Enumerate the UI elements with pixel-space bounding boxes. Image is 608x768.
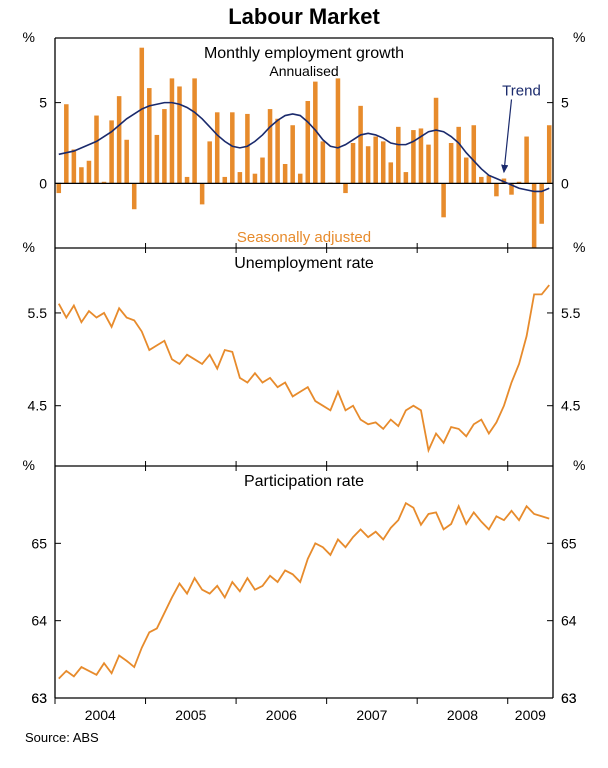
employment-bar bbox=[434, 98, 439, 184]
employment-bar bbox=[170, 78, 175, 183]
y-unit-left: % bbox=[23, 457, 35, 473]
ytick-right: 5.5 bbox=[561, 305, 581, 321]
y-unit-left: % bbox=[23, 29, 35, 45]
employment-bar bbox=[351, 143, 356, 183]
ytick-right: 64 bbox=[561, 613, 577, 629]
employment-bar bbox=[79, 167, 84, 183]
x-year-label: 2006 bbox=[266, 707, 297, 723]
x-year-label: 2007 bbox=[356, 707, 387, 723]
x-year-label: 2009 bbox=[515, 707, 546, 723]
employment-bar bbox=[72, 149, 77, 183]
panel-title: Participation rate bbox=[244, 473, 364, 490]
x-year-label: 2008 bbox=[447, 707, 478, 723]
employment-bar bbox=[524, 137, 529, 184]
employment-bar bbox=[547, 125, 552, 183]
employment-bar bbox=[177, 86, 182, 183]
ytick-left: 4.5 bbox=[28, 398, 48, 414]
panel1-subtitle: Annualised bbox=[269, 63, 338, 79]
employment-bar bbox=[411, 130, 416, 183]
employment-bar bbox=[283, 164, 288, 183]
unemployment-line bbox=[59, 285, 549, 450]
employment-bar bbox=[124, 140, 129, 184]
employment-bar bbox=[223, 177, 228, 183]
employment-bar bbox=[253, 174, 258, 184]
y-unit-right: % bbox=[573, 239, 585, 255]
chart-title: Labour Market bbox=[228, 4, 380, 29]
employment-bar bbox=[268, 109, 273, 183]
employment-bar bbox=[381, 141, 386, 183]
employment-bar bbox=[343, 183, 348, 193]
employment-bar bbox=[87, 161, 92, 184]
employment-bar bbox=[238, 172, 243, 183]
employment-bar bbox=[472, 125, 477, 183]
employment-bar bbox=[162, 109, 167, 183]
ytick-right: 63 bbox=[561, 690, 577, 706]
employment-bar bbox=[456, 127, 461, 184]
ytick-right: 5 bbox=[561, 95, 569, 111]
employment-bar bbox=[373, 137, 378, 184]
chart-container: Labour Market%% 0 0 5 5 Monthly employment gr… bbox=[0, 0, 608, 768]
employment-bar bbox=[494, 183, 499, 196]
employment-bar bbox=[539, 183, 544, 223]
employment-bar bbox=[215, 112, 220, 183]
employment-bar bbox=[260, 158, 265, 184]
employment-bar bbox=[479, 177, 484, 183]
y-unit-right: % bbox=[573, 457, 585, 473]
ytick-left: 64 bbox=[31, 613, 47, 629]
ytick-right: 4.5 bbox=[561, 398, 581, 414]
employment-bar bbox=[140, 48, 145, 184]
employment-bar bbox=[207, 141, 212, 183]
employment-bar bbox=[290, 125, 295, 183]
ytick-left: 0 bbox=[39, 175, 47, 191]
ytick-right: 65 bbox=[561, 535, 577, 551]
employment-bar bbox=[366, 146, 371, 183]
ytick-left: 63 bbox=[31, 690, 47, 706]
employment-bar bbox=[358, 106, 363, 184]
x-year-label: 2005 bbox=[175, 707, 206, 723]
trend-arrow bbox=[504, 99, 512, 172]
employment-bar bbox=[64, 104, 69, 183]
ytick-right: 0 bbox=[561, 175, 569, 191]
sa-label: Seasonally adjusted bbox=[237, 229, 371, 246]
chart-svg: Labour Market%% 0 0 5 5 Monthly employment gr… bbox=[0, 0, 608, 768]
employment-bar bbox=[441, 183, 446, 217]
employment-bar bbox=[185, 177, 190, 183]
ytick-left: 5.5 bbox=[28, 305, 48, 321]
employment-bar bbox=[389, 162, 394, 183]
employment-bar bbox=[200, 183, 205, 204]
employment-bar bbox=[245, 114, 250, 183]
ytick-left: 65 bbox=[31, 535, 47, 551]
employment-bar bbox=[275, 119, 280, 184]
employment-bar bbox=[147, 88, 152, 183]
employment-bar bbox=[57, 183, 62, 193]
employment-bar bbox=[117, 96, 122, 183]
employment-bar bbox=[404, 172, 409, 183]
employment-bar bbox=[321, 141, 326, 183]
employment-bar bbox=[192, 78, 197, 183]
employment-bar bbox=[532, 183, 537, 248]
employment-bar bbox=[336, 78, 341, 183]
y-unit-right: % bbox=[573, 29, 585, 45]
x-year-label: 2004 bbox=[85, 707, 116, 723]
panel-title: Unemployment rate bbox=[234, 255, 374, 272]
employment-bar bbox=[449, 143, 454, 183]
employment-bar bbox=[132, 183, 137, 209]
source-text: Source: ABS bbox=[25, 730, 99, 745]
employment-bar bbox=[396, 127, 401, 184]
employment-bar bbox=[426, 145, 431, 184]
employment-bar bbox=[306, 101, 311, 183]
employment-bar bbox=[298, 174, 303, 184]
employment-bar bbox=[94, 116, 99, 184]
trend-label: Trend bbox=[502, 82, 541, 99]
y-unit-left: % bbox=[23, 239, 35, 255]
employment-bar bbox=[230, 112, 235, 183]
employment-bar bbox=[464, 158, 469, 184]
panel-title: Monthly employment growth bbox=[204, 45, 404, 62]
ytick-left: 5 bbox=[39, 95, 47, 111]
participation-line bbox=[59, 503, 549, 679]
employment-bar bbox=[155, 135, 160, 183]
